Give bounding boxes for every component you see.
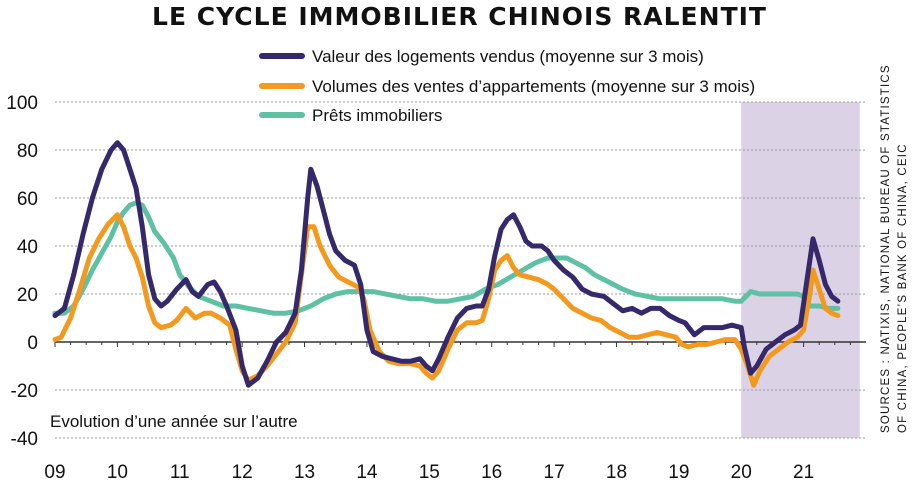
y-axis-ticks: 100 80 60 40 20 0 -20 -40 [6,93,38,450]
series-line-1 [52,140,841,388]
y-tick-label: 0 [27,333,38,354]
y-tick-label: 100 [6,93,38,114]
legend: Valeur des logements vendus (moyenne sur… [259,47,755,125]
x-tick-label: 09 [44,462,65,483]
chart-title: LE CYCLE IMMOBILIER CHINOIS RALENTIT [152,2,767,31]
x-tick-label: 13 [294,462,315,483]
y-axis-note: Evolution d’une année sur l’autre [50,412,298,431]
series-line-2 [52,212,841,388]
x-tick-label: 11 [170,462,190,483]
sources-line-1: SOURCES : NATIXIS, NATIONAL BUREAU OF ST… [880,64,892,433]
legend-label: Prêts immobiliers [312,106,442,125]
y-tick-label: 60 [17,189,38,210]
series-lines [52,140,841,388]
y-tick-label: 40 [17,237,38,258]
x-tick-label: 12 [232,462,253,483]
y-tick-label: 20 [17,285,38,306]
shaded-period [741,102,860,438]
x-axis-ticks: 09 10 11 12 13 14 15 16 17 18 19 20 21 [44,342,851,483]
y-tick-label: 80 [17,141,38,162]
sources-line-2: OF CHINA, PEOPLE’S BANK OF CHINA, CEIC [897,143,909,433]
x-tick-label: 19 [668,462,689,483]
x-tick-label: 21 [793,462,814,483]
legend-label: Volumes des ventes d’appartements (moyen… [312,77,755,96]
y-tick-label: -40 [11,429,38,450]
y-tick-label: -20 [11,381,38,402]
x-tick-label: 20 [731,462,752,483]
x-tick-label: 16 [481,462,502,483]
legend-label: Valeur des logements vendus (moyenne sur… [312,47,704,66]
x-tick-label: 14 [356,462,378,483]
sources-note: SOURCES : NATIXIS, NATIONAL BUREAU OF ST… [880,64,909,433]
x-tick-label: 18 [606,462,627,483]
x-tick-label: 10 [107,462,128,483]
x-tick-label: 17 [544,462,565,483]
x-tick-label: 15 [419,462,440,483]
series-line-3 [52,200,841,316]
